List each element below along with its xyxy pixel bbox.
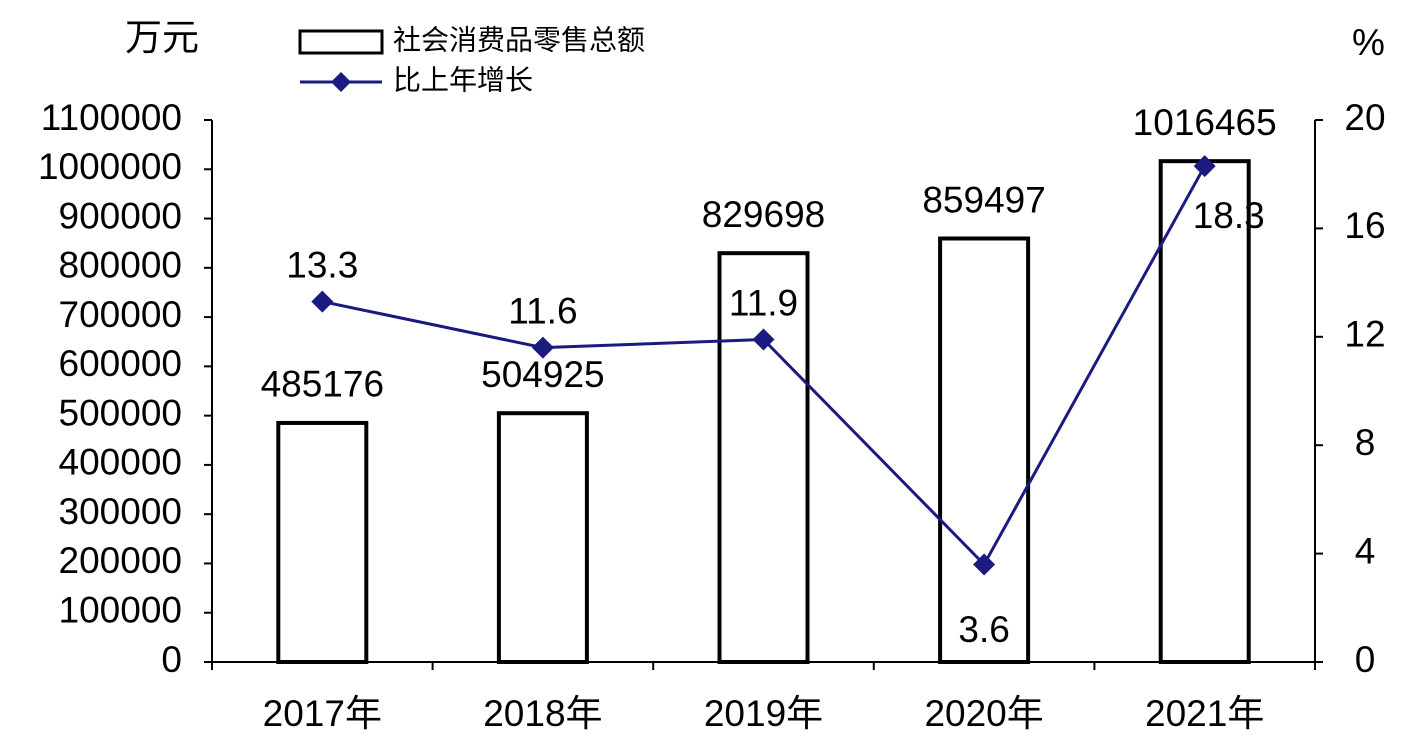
legend-label: 比上年增长 bbox=[393, 64, 533, 95]
bar bbox=[717, 251, 810, 664]
y-tick-label: 200000 bbox=[59, 540, 182, 581]
y-tick-label: 400000 bbox=[59, 442, 182, 483]
bar bbox=[938, 236, 1031, 664]
x-tick-label: 2021年 bbox=[1145, 693, 1264, 734]
line-value-label: 11.6 bbox=[508, 290, 577, 331]
x-tick-label: 2018年 bbox=[483, 693, 602, 734]
legend-swatch bbox=[298, 29, 384, 55]
bar-value-label: 829698 bbox=[702, 194, 825, 235]
x-tick-label: 2019年 bbox=[704, 693, 823, 734]
bar-value-label: 1016465 bbox=[1133, 102, 1277, 143]
bar-value-label: 504925 bbox=[481, 354, 604, 395]
line-value-label: 18.3 bbox=[1193, 195, 1265, 236]
y-tick-label: 300000 bbox=[59, 491, 182, 532]
y-tick-label: 900000 bbox=[59, 195, 182, 236]
x-tick-label: 2017年 bbox=[263, 693, 382, 734]
line-value-label: 3.6 bbox=[958, 609, 1009, 650]
y-tick-label: 600000 bbox=[59, 343, 182, 384]
x-tick-label: 2020年 bbox=[924, 693, 1043, 734]
y2-tick-label: 16 bbox=[1344, 205, 1385, 246]
y-tick-label: 700000 bbox=[59, 294, 182, 335]
legend-label: 社会消费品零售总额 bbox=[393, 24, 645, 55]
y2-tick-label: 0 bbox=[1355, 639, 1376, 680]
bar bbox=[1158, 159, 1251, 664]
line-marker bbox=[752, 328, 775, 351]
y2-tick-label: 4 bbox=[1355, 530, 1376, 571]
line-marker bbox=[973, 553, 996, 576]
line-marker bbox=[531, 336, 554, 359]
line-marker bbox=[1193, 155, 1216, 178]
y2-tick-label: 8 bbox=[1355, 422, 1376, 463]
y-tick-label: 1100000 bbox=[41, 97, 182, 138]
legend-marker bbox=[331, 72, 351, 92]
y-tick-label: 100000 bbox=[59, 590, 182, 631]
y-tick-label: 500000 bbox=[59, 392, 182, 433]
bar-value-label: 859497 bbox=[922, 179, 1045, 220]
y2-tick-label: 20 bbox=[1344, 97, 1385, 138]
line-marker bbox=[311, 290, 334, 313]
bar-value-label: 485176 bbox=[261, 364, 384, 405]
bar bbox=[496, 411, 589, 664]
line-value-label: 11.9 bbox=[729, 282, 798, 323]
y-tick-label: 0 bbox=[161, 639, 182, 680]
line-value-label: 13.3 bbox=[286, 244, 358, 285]
y-tick-label: 800000 bbox=[59, 245, 182, 286]
y-unit: 万元 bbox=[125, 17, 199, 58]
y2-tick-label: 12 bbox=[1344, 314, 1385, 355]
bar bbox=[276, 420, 369, 664]
y2-unit: % bbox=[1352, 22, 1385, 63]
y-tick-label: 1000000 bbox=[38, 146, 182, 187]
